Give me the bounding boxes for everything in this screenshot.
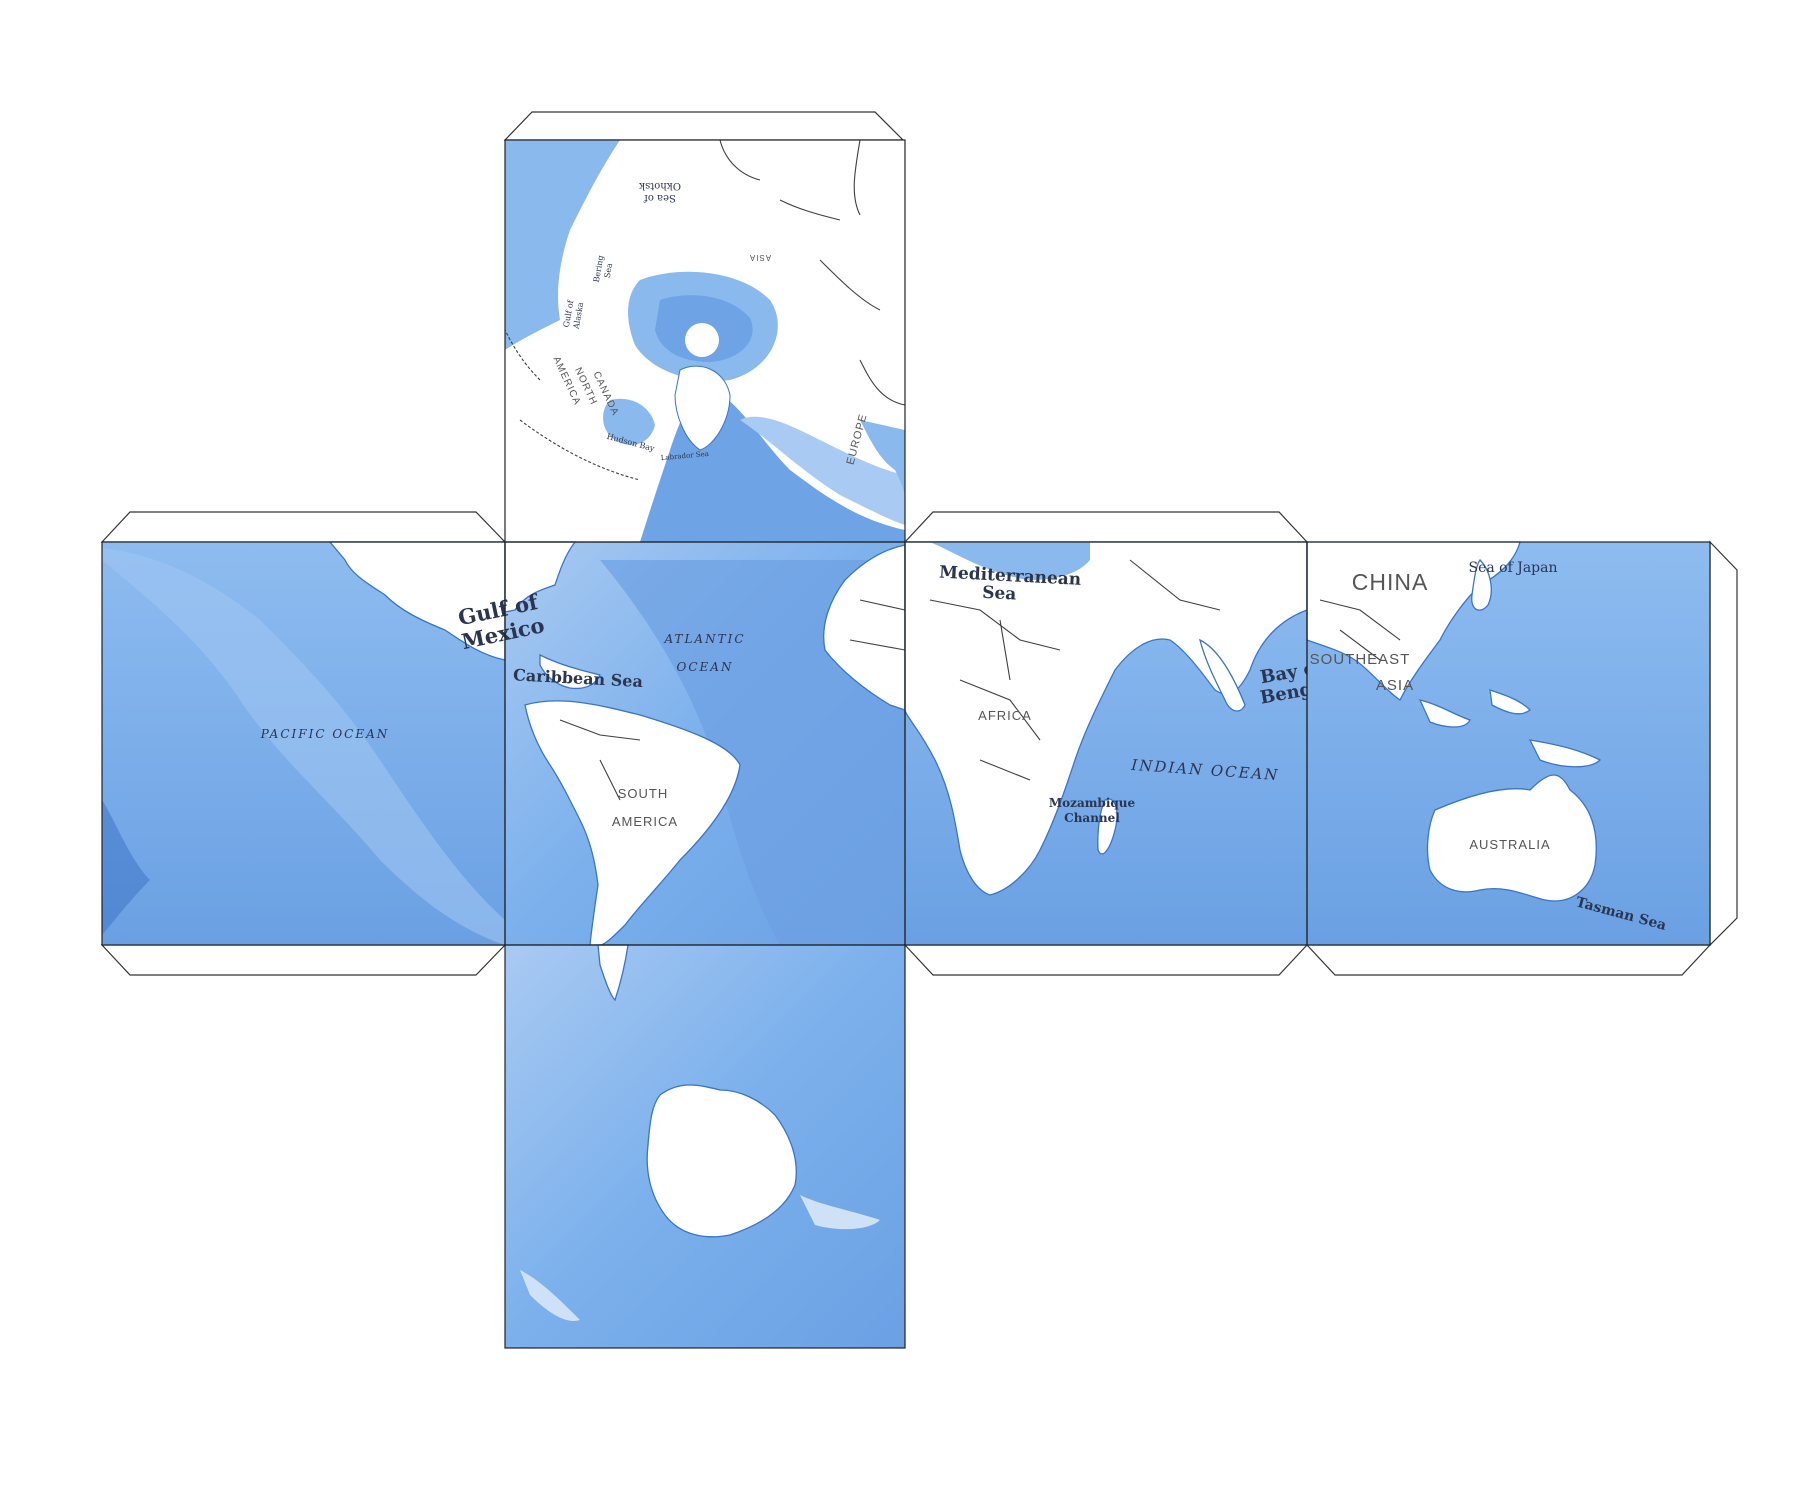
label-south-america-2: AMERICA [612, 814, 678, 829]
glue-tab-right-bottom-2 [1305, 944, 1712, 976]
glue-tab-top [503, 111, 905, 141]
face-pacific: PACIFIC OCEAN [102, 541, 506, 945]
glue-tab-left-bottom [100, 944, 507, 976]
glue-tab-right-bottom-1 [903, 944, 1309, 976]
label-sea-of-japan: Sea of Japan [1468, 560, 1557, 576]
label-pacific-ocean: PACIFIC OCEAN [260, 727, 390, 741]
label-southeast-1: SOUTHEAST [1310, 651, 1411, 668]
label-southeast-2: ASIA [1376, 677, 1414, 694]
face-atlantic: ATLANTIC OCEAN SOUTH AMERICA Caribbean S… [504, 541, 906, 946]
label-mozambique-1: Mozambique [1049, 796, 1136, 810]
glue-tab-far-right [1709, 540, 1738, 947]
label-australia: AUSTRALIA [1469, 837, 1550, 852]
glue-tab-right-top [903, 511, 1309, 543]
label-atlantic-ocean-2: OCEAN [677, 660, 734, 674]
face-indian: Mediterranean Sea AFRICA INDIAN OCEAN Mo… [904, 541, 1332, 945]
face-arctic: Sea of Okhotsk Bering Sea Gulf of Alaska… [504, 139, 906, 542]
label-mozambique-2: Channel [1064, 811, 1120, 825]
face-border-right-2 [1306, 541, 1711, 946]
label-bering-sea-2: Sea [603, 262, 615, 279]
label-china: CHINA [1352, 569, 1429, 595]
label-mediterranean-2: Sea [982, 583, 1017, 605]
label-africa: AFRICA [978, 708, 1032, 723]
face-antarctic [505, 944, 905, 1348]
face-australasia: CHINA SOUTHEAST ASIA Sea of Japan AUSTRA… [1306, 541, 1710, 945]
label-south-america-1: SOUTH [618, 786, 669, 801]
label-sea-of-okhotsk-2: Okhotsk [638, 180, 681, 191]
face-border-bottom [504, 944, 906, 1349]
label-sea-of-okhotsk-1: Sea of [643, 192, 676, 203]
label-asia: ASIA [749, 253, 771, 262]
glue-tab-left-top [100, 511, 507, 543]
label-atlantic-ocean-1: ATLANTIC [663, 632, 745, 646]
